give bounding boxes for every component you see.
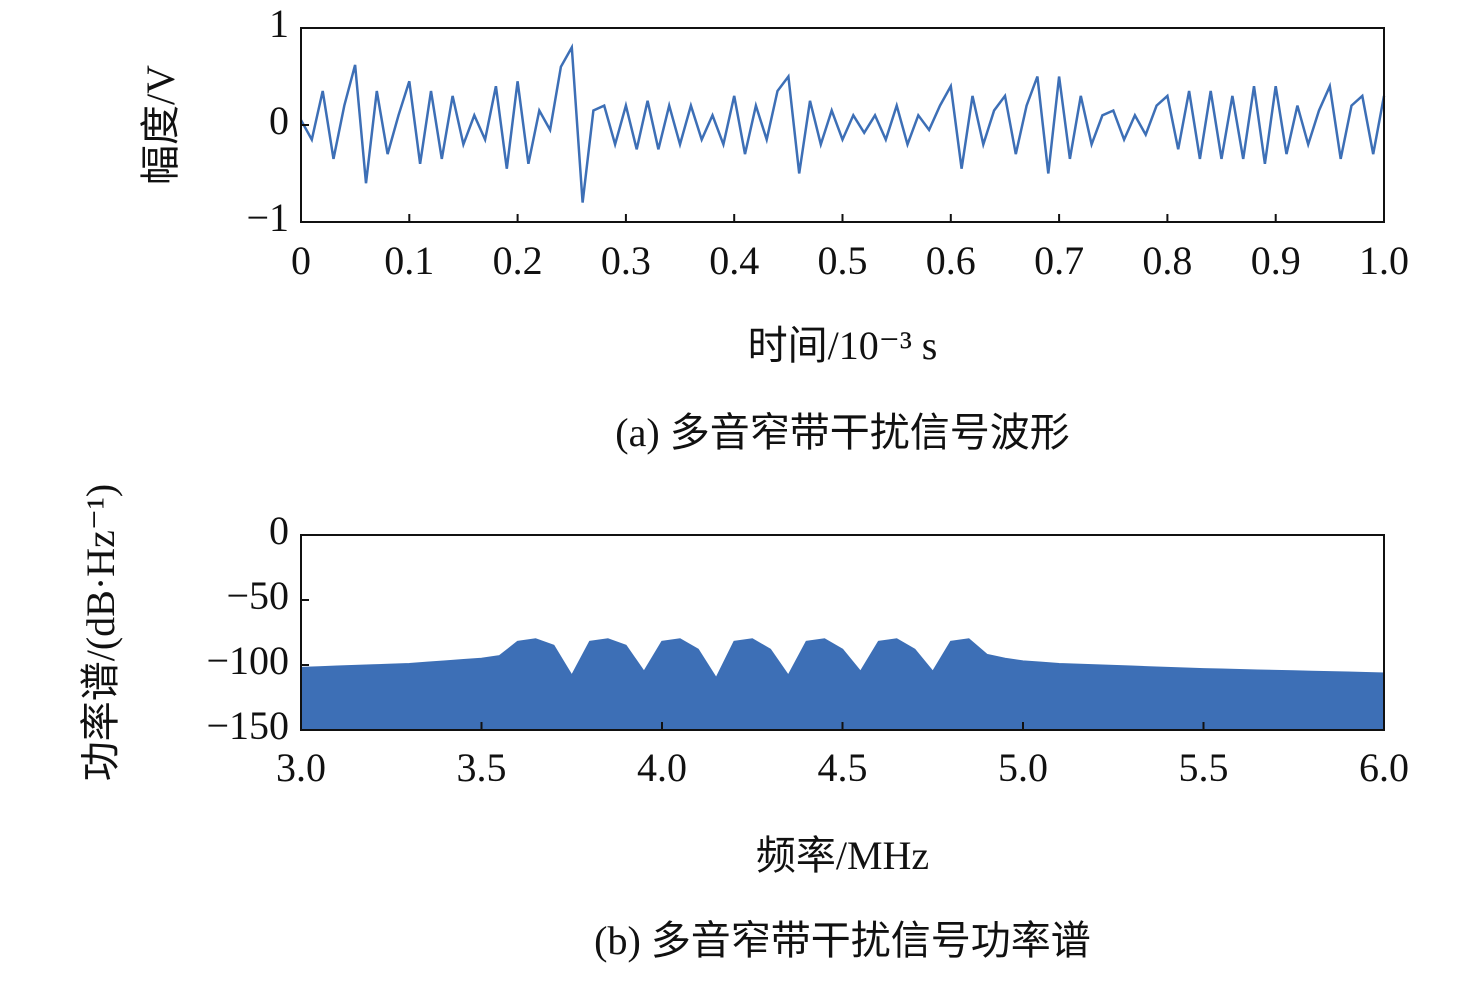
x-tick-label: 0.3 bbox=[601, 238, 651, 283]
x-tick-label: 4.0 bbox=[637, 745, 687, 790]
plot-frame bbox=[300, 27, 1385, 223]
x-tick-label: 0.1 bbox=[384, 238, 434, 283]
x-tick-label: 0.8 bbox=[1142, 238, 1192, 283]
signal-line bbox=[299, 43, 1386, 203]
x-tick-label: 0.4 bbox=[709, 238, 759, 283]
y-tick-label: 0 bbox=[269, 508, 289, 553]
x-tick-label: 4.5 bbox=[818, 745, 868, 790]
y-tick-label: −50 bbox=[226, 573, 289, 618]
y-tick-label: 1 bbox=[269, 1, 289, 46]
y-tick-label: −1 bbox=[246, 195, 289, 240]
x-axis-label: 频率/MHz bbox=[756, 833, 929, 878]
x-tick-label: 0.6 bbox=[926, 238, 976, 283]
y-axis-label: 幅度/V bbox=[138, 65, 183, 185]
caption: (b) 多音窄带干扰信号功率谱 bbox=[594, 918, 1091, 963]
x-tick-label: 5.5 bbox=[1179, 745, 1229, 790]
x-tick-label: 0.2 bbox=[493, 238, 543, 283]
x-tick-label: 0.9 bbox=[1251, 238, 1301, 283]
spectrum-area bbox=[300, 638, 1385, 731]
y-axis-label: 功率谱/(dB·Hz⁻¹) bbox=[78, 484, 123, 782]
subplot: 0 0.1 0.2 0.3 0.4 0.5 0.6 0.7 0.8 0.9 1.0−101时间/10… bbox=[138, 1, 1409, 455]
x-axis-label: 时间/10⁻³ s bbox=[748, 323, 938, 368]
y-tick-label: 0 bbox=[269, 98, 289, 143]
y-tick-label: −100 bbox=[206, 638, 289, 683]
y-tick-label: −150 bbox=[206, 703, 289, 748]
x-tick-label: 3.0 bbox=[276, 745, 326, 790]
x-tick-label: 0.7 bbox=[1034, 238, 1084, 283]
x-tick-label: 5.0 bbox=[998, 745, 1048, 790]
x-tick-label: 1.0 bbox=[1359, 238, 1409, 283]
subplot: 3.0 3.5 4.0 4.5 5.0 5.5 6.0 0 −50 −100 −150 频率/MHz 功… bbox=[78, 484, 1409, 963]
x-tick-label: 0 bbox=[291, 238, 311, 283]
x-tick-label: 6.0 bbox=[1359, 745, 1409, 790]
x-tick-label: 0.5 bbox=[818, 238, 868, 283]
x-tick-label: 3.5 bbox=[457, 745, 507, 790]
caption: (a) 多音窄带干扰信号波形 bbox=[615, 410, 1069, 455]
